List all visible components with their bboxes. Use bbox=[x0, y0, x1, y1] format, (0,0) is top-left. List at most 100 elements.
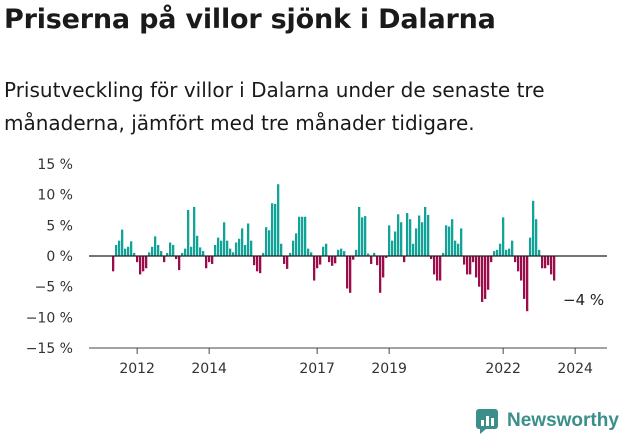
bar bbox=[232, 252, 235, 256]
bar bbox=[550, 256, 553, 275]
bar bbox=[190, 246, 193, 256]
bar bbox=[358, 206, 361, 256]
bar bbox=[259, 256, 262, 274]
bar bbox=[187, 210, 190, 256]
bar bbox=[544, 256, 547, 269]
bar bbox=[337, 249, 340, 256]
bar bbox=[454, 240, 457, 256]
bar bbox=[376, 256, 379, 266]
bar bbox=[295, 233, 298, 256]
bar bbox=[142, 256, 145, 272]
bar bbox=[391, 240, 394, 256]
bar bbox=[445, 225, 448, 256]
bar bbox=[541, 256, 544, 269]
bar bbox=[511, 240, 514, 256]
bar bbox=[442, 252, 445, 256]
bar bbox=[202, 251, 205, 256]
bar bbox=[547, 256, 550, 266]
bar bbox=[178, 256, 181, 271]
bar bbox=[538, 249, 541, 256]
bar bbox=[361, 217, 364, 256]
bar bbox=[172, 244, 175, 256]
bar bbox=[271, 203, 274, 256]
bar bbox=[520, 256, 523, 281]
bar bbox=[277, 184, 280, 256]
bar bbox=[385, 256, 388, 258]
bar bbox=[262, 252, 265, 256]
bar bbox=[193, 206, 196, 256]
bar bbox=[151, 246, 154, 256]
bar bbox=[355, 249, 358, 256]
bar bbox=[205, 256, 208, 269]
bar bbox=[481, 256, 484, 302]
bar bbox=[235, 242, 238, 256]
bar bbox=[130, 241, 133, 256]
bar bbox=[469, 256, 472, 275]
bar bbox=[493, 251, 496, 256]
bar bbox=[382, 256, 385, 278]
bar bbox=[352, 256, 355, 260]
bar bbox=[301, 216, 304, 256]
y-tick-label: −5 % bbox=[35, 280, 73, 296]
bar bbox=[409, 219, 412, 256]
bar bbox=[490, 256, 493, 263]
bar bbox=[415, 228, 418, 256]
bar bbox=[325, 243, 328, 256]
y-tick-label: 10 % bbox=[37, 188, 73, 204]
bar bbox=[367, 253, 370, 256]
bar bbox=[433, 256, 436, 275]
bar bbox=[139, 256, 142, 275]
bar bbox=[388, 225, 391, 256]
bar bbox=[199, 247, 202, 256]
y-tick-label: 5 % bbox=[46, 218, 73, 234]
bar bbox=[268, 230, 271, 256]
bar bbox=[223, 222, 226, 256]
bar bbox=[517, 256, 520, 272]
bar bbox=[184, 248, 187, 256]
bar bbox=[406, 213, 409, 256]
bar bbox=[394, 231, 397, 256]
bar bbox=[307, 248, 310, 256]
bar bbox=[214, 244, 217, 256]
bar bbox=[340, 248, 343, 256]
bar bbox=[283, 256, 286, 264]
bar bbox=[133, 252, 136, 256]
bar bbox=[250, 240, 253, 256]
bar bbox=[217, 237, 220, 256]
bar bbox=[514, 256, 517, 263]
y-tick-label: 15 % bbox=[37, 157, 73, 173]
bar bbox=[166, 252, 169, 256]
x-axis: 2012 2014 2017 2019 2022 2024 bbox=[119, 348, 593, 377]
bar bbox=[505, 249, 508, 256]
x-tick-label: 2012 bbox=[119, 361, 155, 377]
bar bbox=[526, 256, 529, 312]
bar bbox=[472, 256, 475, 263]
bar bbox=[475, 256, 478, 278]
bar bbox=[118, 240, 121, 256]
bar bbox=[220, 240, 223, 256]
bar bbox=[421, 222, 424, 256]
bar bbox=[289, 252, 292, 256]
bar bbox=[148, 252, 151, 256]
bar bbox=[280, 243, 283, 256]
bar bbox=[316, 256, 319, 269]
x-tick-label: 2014 bbox=[191, 361, 227, 377]
x-tick-label: 2017 bbox=[299, 361, 335, 377]
bar bbox=[211, 256, 214, 264]
bar bbox=[115, 244, 118, 256]
bar bbox=[322, 246, 325, 256]
bar bbox=[466, 256, 469, 275]
bar bbox=[145, 256, 148, 269]
bar bbox=[379, 256, 382, 293]
newsworthy-logo: Newsworthy bbox=[475, 408, 619, 434]
bar bbox=[124, 248, 127, 256]
bar bbox=[346, 256, 349, 289]
bar bbox=[439, 256, 442, 281]
bar bbox=[298, 216, 301, 256]
bar bbox=[334, 256, 337, 264]
bar bbox=[265, 227, 268, 256]
bar bbox=[487, 256, 490, 290]
bar bbox=[457, 243, 460, 256]
bar bbox=[154, 236, 157, 256]
bar bbox=[400, 222, 403, 256]
